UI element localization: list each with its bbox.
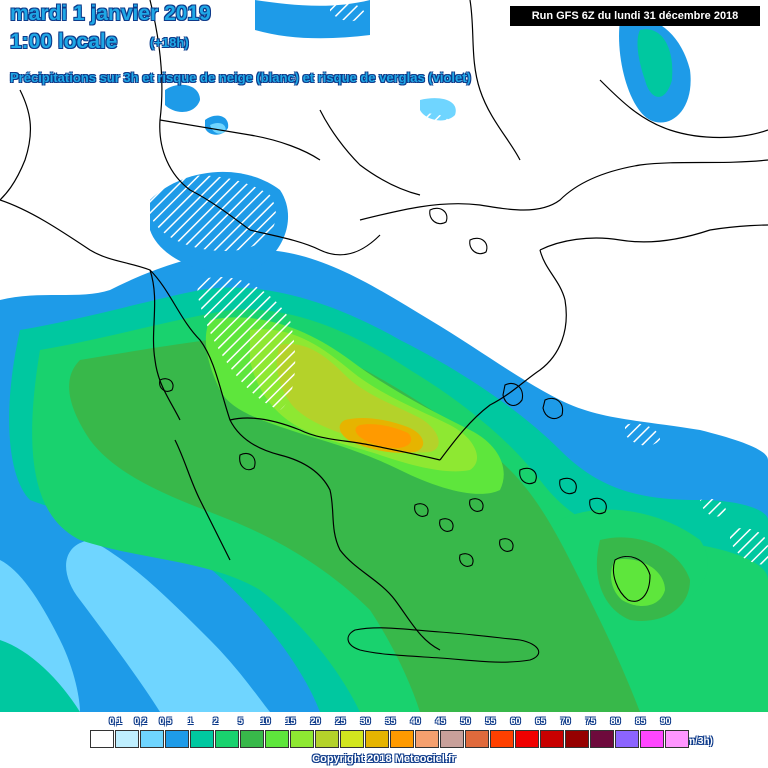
legend-swatch [615,730,639,748]
legend-tick-label: 90 [660,716,671,726]
legend-unit: (mm/3h) [674,736,713,747]
legend-swatch [415,730,439,748]
coastlines [0,0,768,651]
model-run-label: Run GFS 6Z du lundi 31 décembre 2018 [510,6,760,26]
legend-swatch [640,730,664,748]
snow-risk-hatching [150,0,768,565]
legend-swatch [390,730,414,748]
legend-swatch [115,730,139,748]
legend-tick-label: 2 [212,716,218,726]
crete-outline [347,627,540,663]
legend-swatch [90,730,114,748]
forecast-date: mardi 1 janvier 2019 [10,2,211,25]
legend-tick-label: 55 [485,716,496,726]
legend-tick-label: 0,5 [159,716,172,726]
legend-swatch [215,730,239,748]
legend-tick-label: 85 [635,716,646,726]
legend-swatch [465,730,489,748]
map-subtitle: Précipitations sur 3h et risque de neige… [10,70,471,85]
legend-swatch [665,730,689,748]
legend-swatch [190,730,214,748]
legend-tick-label: 1 [187,716,193,726]
legend-tick-label: 25 [335,716,346,726]
legend-tick-label: 5 [237,716,243,726]
legend-swatch [240,730,264,748]
legend-tick-label: 0,2 [134,716,147,726]
legend-swatch [315,730,339,748]
forecast-local-time: 1:00 locale [10,30,118,53]
legend-swatch [565,730,589,748]
legend-tick-label: 80 [610,716,621,726]
legend-tick-label: 45 [435,716,446,726]
forecast-offset: (+18h) [150,35,189,50]
legend-tick-label: 60 [510,716,521,726]
legend-tick-label: 35 [385,716,396,726]
legend-tick-label: 20 [310,716,321,726]
legend-swatch [290,730,314,748]
legend-swatch [540,730,564,748]
copyright-text: Copyright 2018 Meteociel.fr [312,753,456,765]
rhodes-outline [612,556,651,602]
legend-swatch [490,730,514,748]
legend-tick-label: 0,1 [109,716,122,726]
legend-swatch [365,730,389,748]
legend-swatch [265,730,289,748]
legend-tick-label: 65 [535,716,546,726]
legend-tick-label: 50 [460,716,471,726]
legend-tick-label: 40 [410,716,421,726]
legend-tick-label: 10 [260,716,271,726]
precip-layer-40mm [355,424,412,448]
legend-tick-label: 30 [360,716,371,726]
legend-swatch [590,730,614,748]
legend-swatch [515,730,539,748]
greek-islands [159,207,651,663]
legend-tick-label: 75 [585,716,596,726]
legend-tick-label: 15 [285,716,296,726]
legend-tick-label: 70 [560,716,571,726]
legend-swatch [140,730,164,748]
legend-swatch [340,730,364,748]
legend-swatch [440,730,464,748]
legend-swatch [165,730,189,748]
